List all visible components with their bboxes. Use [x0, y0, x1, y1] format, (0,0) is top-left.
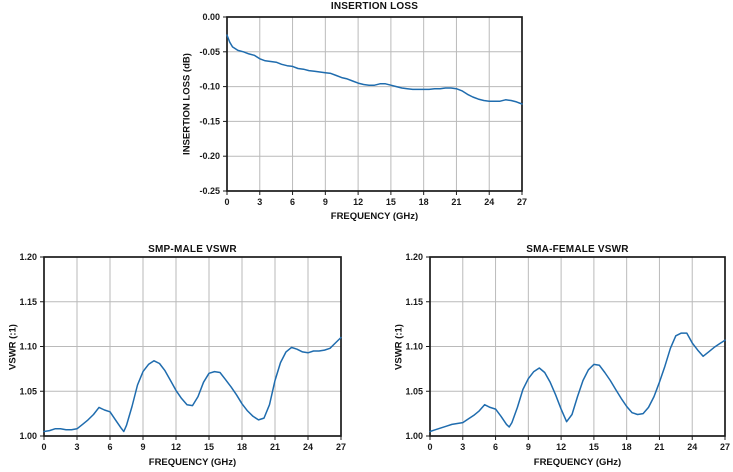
x-tick-label: 9 — [526, 442, 531, 452]
plot-frame — [429, 256, 726, 437]
x-tick-label: 18 — [237, 442, 247, 452]
x-tick-label: 24 — [303, 442, 313, 452]
y-tick-label: 1.00 — [19, 431, 37, 441]
data-series-line — [226, 34, 523, 105]
x-tick-label: 6 — [493, 442, 498, 452]
y-tick-label: 1.10 — [19, 342, 37, 352]
y-tick-label: 1.05 — [19, 386, 37, 396]
y-tick-label: 1.10 — [405, 342, 423, 352]
plot-area: 0 3 6 9 12 15 18 21 24 27 1.20 1.15 1.10 1.05 1.00 — [405, 252, 730, 452]
y-tick-label: 1.15 — [405, 297, 423, 307]
x-tick-label: 9 — [323, 197, 328, 207]
smp-male-vswr-chart: 0 3 6 9 12 15 18 21 24 27 1.20 1.15 1.10 1.05 1.00 SMP… — [0, 240, 352, 472]
y-tick-label: 1.20 — [405, 252, 423, 262]
x-tick-label: 6 — [290, 197, 295, 207]
sma-female-vswr-chart: 0 3 6 9 12 15 18 21 24 27 1.20 1.15 1.10 1.05 1.00 SMA… — [386, 240, 733, 472]
insertion-loss-y-axis-label: INSERTION LOSS (dB) — [181, 53, 193, 155]
smp-male-vswr-title: SMP-MALE VSWR — [148, 244, 237, 255]
y-tick-label: -0.15 — [199, 116, 220, 126]
x-tick-label: 21 — [654, 442, 664, 452]
plot-area: 0 3 6 9 12 15 18 21 24 27 0.00 -0.05 -0.10 -0.15 -0.20… — [199, 12, 527, 207]
plot-frame — [43, 256, 342, 437]
y-tick-label: -0.25 — [199, 186, 220, 196]
x-tick-label: 3 — [257, 197, 262, 207]
x-tick-label: 0 — [427, 442, 432, 452]
insertion-loss-chart: 0 3 6 9 12 15 18 21 24 27 0.00 -0.05 -0.10 -0.15 -0.20… — [170, 0, 533, 230]
x-tick-label: 0 — [224, 197, 229, 207]
y-tick-label: -0.20 — [199, 151, 220, 161]
plot-frame — [226, 16, 523, 192]
y-tick-label: 0.00 — [202, 12, 220, 22]
x-tick-label: 18 — [622, 442, 632, 452]
y-tick-label: 1.15 — [19, 297, 37, 307]
x-tick-label: 24 — [687, 442, 697, 452]
x-tick-label: 15 — [204, 442, 214, 452]
x-tick-label: 21 — [451, 197, 461, 207]
y-tick-label: 1.00 — [405, 431, 423, 441]
x-tick-label: 27 — [517, 197, 527, 207]
smp-male-vswr-y-axis-label: VSWR (:1) — [7, 323, 19, 370]
x-tick-label: 12 — [556, 442, 566, 452]
x-tick-label: 9 — [140, 442, 145, 452]
x-tick-label: 0 — [41, 442, 46, 452]
x-tick-label: 24 — [484, 197, 494, 207]
sma-female-vswr-y-axis-label: VSWR (:1) — [393, 323, 405, 370]
x-tick-label: 3 — [460, 442, 465, 452]
insertion-loss-title: INSERTION LOSS — [330, 1, 419, 12]
x-tick-label: 15 — [386, 197, 396, 207]
y-tick-label: 1.05 — [405, 386, 423, 396]
y-tick-label: 1.20 — [19, 252, 37, 262]
y-tick-label: -0.10 — [199, 82, 220, 92]
x-tick-label: 12 — [353, 197, 363, 207]
x-tick-label: 21 — [270, 442, 280, 452]
x-tick-label: 3 — [74, 442, 79, 452]
insertion-loss-x-axis-label: FREQUENCY (GHz) — [330, 211, 419, 222]
y-tick-label: -0.05 — [199, 47, 220, 57]
data-series-line — [429, 332, 726, 433]
x-tick-label: 18 — [419, 197, 429, 207]
sma-female-vswr-x-axis-label: FREQUENCY (GHz) — [533, 457, 622, 468]
x-tick-label: 12 — [171, 442, 181, 452]
x-tick-label: 6 — [107, 442, 112, 452]
plot-area: 0 3 6 9 12 15 18 21 24 27 1.20 1.15 1.10 1.05 1.00 — [19, 252, 346, 452]
x-tick-label: 15 — [589, 442, 599, 452]
x-tick-label: 27 — [720, 442, 730, 452]
data-series-line — [43, 336, 342, 433]
smp-male-vswr-x-axis-label: FREQUENCY (GHz) — [148, 457, 237, 468]
x-tick-label: 27 — [336, 442, 346, 452]
sma-female-vswr-title: SMA-FEMALE VSWR — [526, 244, 629, 255]
